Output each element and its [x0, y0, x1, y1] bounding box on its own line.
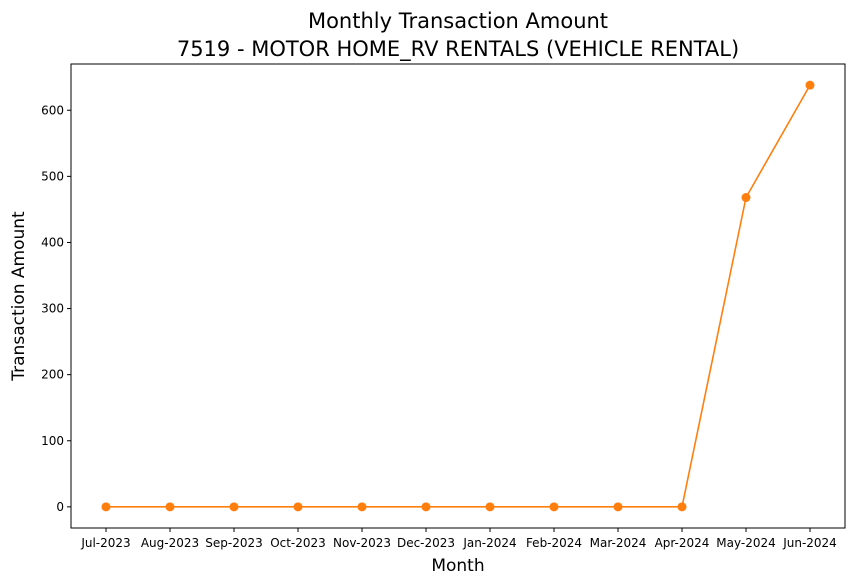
x-tick-label: Dec-2023 [397, 536, 455, 550]
data-point [549, 502, 559, 512]
chart-subtitle: 7519 - MOTOR HOME_RV RENTALS (VEHICLE RE… [177, 37, 739, 62]
data-point [357, 502, 367, 512]
data-point [613, 502, 623, 512]
y-tick-label: 100 [41, 434, 64, 448]
data-point [805, 80, 815, 90]
x-axis-label: Month [431, 556, 484, 576]
data-point [741, 193, 751, 203]
data-point [165, 502, 175, 512]
x-tick-label: Nov-2023 [333, 536, 391, 550]
x-tick-label: Apr-2024 [655, 536, 710, 550]
data-point [101, 502, 111, 512]
plot-area: 0 100 200 300 400 500 600 Jul-2023 Aug-2023 Sep-2… [41, 63, 846, 550]
x-tick-label: Feb-2024 [526, 536, 582, 550]
y-tick-label: 200 [41, 368, 64, 382]
y-tick-label: 300 [41, 302, 64, 316]
x-tick-label: Jan-2024 [462, 536, 516, 550]
data-point [677, 502, 687, 512]
x-tick-label: Jul-2023 [80, 536, 130, 550]
x-tick-label: Aug-2023 [141, 536, 199, 550]
data-point [293, 502, 303, 512]
x-tick-label: Sep-2023 [205, 536, 263, 550]
series-line [106, 84, 811, 508]
data-point [421, 502, 431, 512]
y-axis-label: Transaction Amount [9, 211, 29, 382]
x-tick-label: May-2024 [716, 536, 775, 550]
y-tick-label: 0 [56, 500, 64, 514]
chart-title: Monthly Transaction Amount [308, 9, 608, 33]
data-point [229, 502, 239, 512]
x-tick-label: Oct-2023 [270, 536, 326, 550]
data-point [485, 502, 495, 512]
x-tick-label: Jun-2024 [782, 536, 837, 550]
axes-frame [70, 63, 846, 529]
y-tick-label: 400 [41, 235, 64, 249]
y-tick-label: 500 [41, 169, 64, 183]
x-tick-label: Mar-2024 [590, 536, 647, 550]
y-tick-label: 600 [41, 103, 64, 117]
